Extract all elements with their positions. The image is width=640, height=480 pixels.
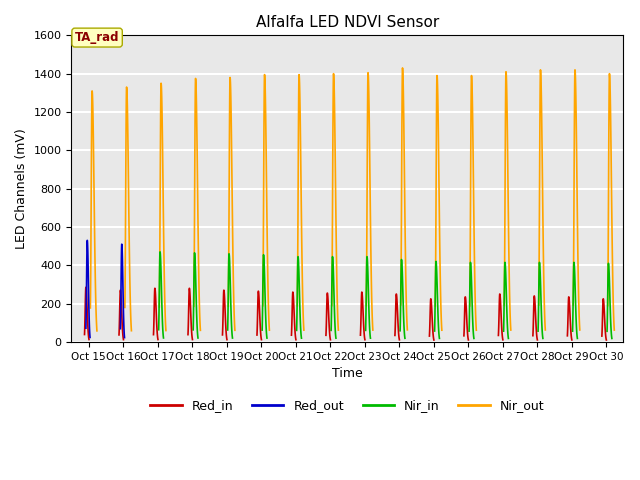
X-axis label: Time: Time	[332, 367, 363, 380]
Legend: Red_in, Red_out, Nir_in, Nir_out: Red_in, Red_out, Nir_in, Nir_out	[145, 394, 549, 417]
Y-axis label: LED Channels (mV): LED Channels (mV)	[15, 128, 28, 249]
Text: TA_rad: TA_rad	[75, 31, 119, 44]
Title: Alfalfa LED NDVI Sensor: Alfalfa LED NDVI Sensor	[256, 15, 439, 30]
